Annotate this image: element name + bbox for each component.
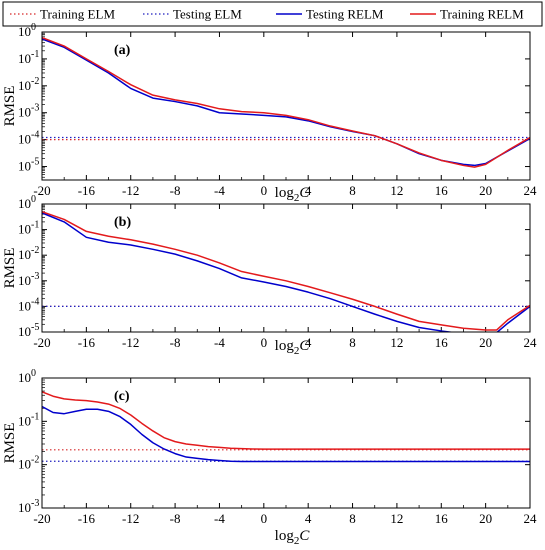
xtick-label: -12 — [122, 183, 139, 198]
ytick-label: 100 — [18, 194, 36, 211]
ytick-label: 10-2 — [18, 245, 39, 262]
ytick-label: 10-4 — [18, 296, 39, 313]
ytick-label: 10-1 — [18, 411, 39, 428]
xtick-label: 24 — [524, 335, 538, 350]
xtick-label: 12 — [390, 511, 403, 526]
ytick-label: 10-2 — [18, 455, 39, 472]
series-testing-relm — [42, 405, 530, 463]
xtick-label: -4 — [214, 183, 225, 198]
plot-frame — [41, 31, 531, 181]
xtick-label: 24 — [524, 183, 538, 198]
series-testing-relm — [42, 212, 530, 332]
panel-label: (b) — [114, 215, 131, 230]
xtick-label: 0 — [261, 335, 268, 350]
ytick-label: 10-1 — [18, 220, 39, 237]
xtick-label: 20 — [479, 511, 492, 526]
xtick-label: 16 — [435, 335, 449, 350]
xtick-label: -8 — [170, 335, 181, 350]
ytick-label: 10-2 — [18, 76, 39, 93]
y-axis-title: RMSE — [2, 423, 18, 464]
ytick-label: 10-5 — [18, 322, 39, 339]
panel-1: -20 -16 -12 -8 -4 0 4 8 12 16 20 24 100 10-1 10-2 10-3 1… — [2, 194, 537, 357]
xtick-label: -4 — [214, 511, 225, 526]
legend: Training ELM Testing ELM Testing RELM Train… — [2, 1, 543, 27]
xtick-label: 20 — [479, 335, 492, 350]
y-axis-title: RMSE — [2, 86, 18, 127]
xtick-label: 24 — [524, 511, 538, 526]
series-testing-relm — [42, 38, 530, 167]
panel-0: -20 -16 -12 -8 -4 0 4 8 12 16 20 24 100 10-1 10-2 10-3 1… — [2, 22, 537, 204]
xtick-label: 0 — [261, 183, 268, 198]
panel-label: (c) — [114, 389, 130, 404]
series-training-relm — [42, 391, 530, 450]
ytick-label: 10-3 — [18, 271, 39, 288]
xtick-label: 4 — [305, 183, 312, 198]
xtick-label: -8 — [170, 511, 181, 526]
xtick-label: 8 — [349, 183, 356, 198]
legend-label-2: Testing RELM — [306, 7, 384, 22]
x-axis-title: log2C — [275, 185, 311, 204]
xtick-label: 4 — [305, 335, 312, 350]
panels: -20 -16 -12 -8 -4 0 4 8 12 16 20 24 100 10-1 10-2 10-3 1… — [2, 22, 537, 547]
xtick-label: 16 — [435, 183, 449, 198]
xtick-label: -16 — [78, 183, 96, 198]
series-training-relm — [42, 36, 530, 168]
xtick-label: -12 — [122, 511, 139, 526]
panel-label: (a) — [114, 43, 131, 58]
legend-box — [2, 1, 543, 27]
xtick-label: -8 — [170, 183, 181, 198]
xtick-label: -4 — [214, 335, 225, 350]
xtick-label: -12 — [122, 335, 139, 350]
x-axis-title: log2C — [275, 338, 311, 357]
ytick-label: 10-3 — [18, 498, 39, 515]
series-training-relm — [42, 211, 530, 331]
legend-label-1: Testing ELM — [173, 7, 242, 22]
xtick-label: 16 — [435, 511, 449, 526]
x-axis-title: log2C — [275, 528, 311, 547]
ytick-label: 100 — [18, 368, 36, 385]
ytick-label: 10-5 — [18, 157, 39, 174]
xtick-label: -16 — [78, 335, 96, 350]
xtick-label: 4 — [305, 511, 312, 526]
xtick-label: 20 — [479, 183, 492, 198]
xtick-label: 8 — [349, 335, 356, 350]
xtick-label: -20 — [33, 183, 50, 198]
legend-label-0: Training ELM — [40, 7, 115, 22]
y-axis-title: RMSE — [2, 248, 18, 289]
ytick-label: 10-1 — [18, 49, 39, 66]
plot-frame — [41, 203, 531, 333]
xtick-label: -20 — [33, 335, 50, 350]
xtick-label: 12 — [390, 183, 403, 198]
xtick-label: 8 — [349, 511, 356, 526]
plot-frame — [41, 377, 531, 509]
ytick-label: 100 — [18, 22, 36, 39]
ytick-label: 10-4 — [18, 130, 39, 147]
legend-label-3: Training RELM — [440, 7, 524, 22]
xtick-label: 12 — [390, 335, 403, 350]
xtick-label: -16 — [78, 511, 96, 526]
panel-2: -20 -16 -12 -8 -4 0 4 8 12 16 20 24 100 10-1 10-2 10-3 (… — [2, 368, 537, 547]
xtick-label: -20 — [33, 511, 50, 526]
ytick-label: 10-3 — [18, 103, 39, 120]
xtick-label: 0 — [261, 511, 268, 526]
